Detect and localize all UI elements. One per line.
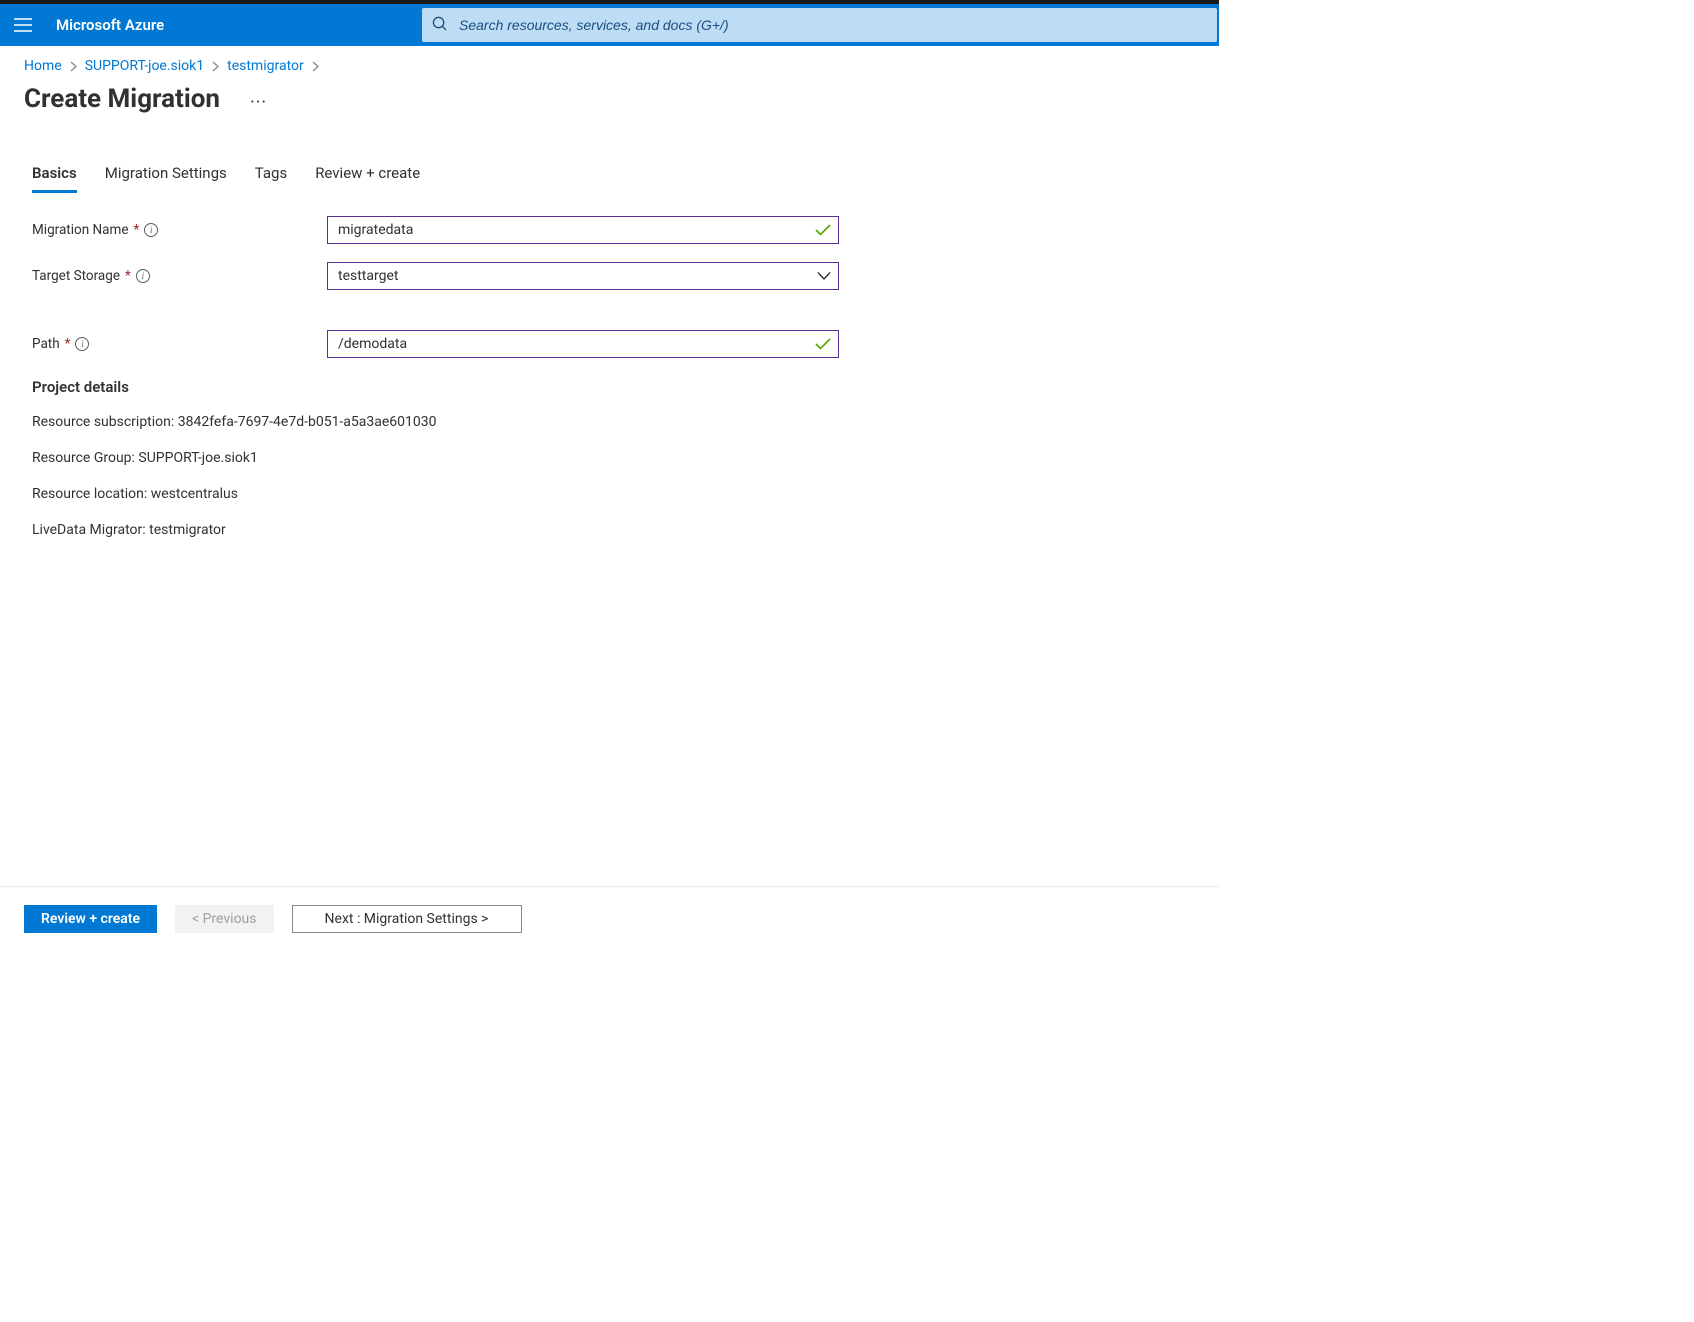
review-create-button[interactable]: Review + create [24, 905, 157, 933]
required-mark: * [65, 336, 71, 352]
migration-name-label: Migration Name * i [32, 222, 327, 238]
project-details-heading: Project details [32, 378, 1195, 396]
migration-name-input[interactable] [327, 216, 839, 244]
info-icon[interactable]: i [75, 337, 89, 351]
chevron-right-icon [312, 61, 319, 72]
tab-tags[interactable]: Tags [255, 164, 287, 193]
more-actions-button[interactable]: ··· [250, 90, 267, 113]
chevron-right-icon [212, 61, 219, 72]
tab-migration-settings[interactable]: Migration Settings [105, 164, 227, 193]
search-icon [432, 16, 447, 35]
path-input[interactable] [327, 330, 839, 358]
tab-basics[interactable]: Basics [32, 164, 77, 193]
tab-review-create[interactable]: Review + create [315, 164, 420, 193]
content-area: Basics Migration Settings Tags Review + … [0, 124, 1219, 886]
top-bar: Microsoft Azure [0, 4, 1219, 46]
global-search[interactable] [422, 8, 1217, 42]
detail-resource-group: Resource Group: SUPPORT-joe.siok1 [32, 450, 1195, 466]
tabs: Basics Migration Settings Tags Review + … [32, 164, 1195, 194]
hamburger-menu-button[interactable] [0, 4, 46, 46]
page-title: Create Migration [24, 84, 220, 114]
previous-button: < Previous [175, 905, 273, 933]
detail-subscription: Resource subscription: 3842fefa-7697-4e7… [32, 414, 1195, 430]
target-storage-select[interactable]: testtarget [327, 262, 839, 290]
valid-check-icon [815, 224, 831, 236]
info-icon[interactable]: i [136, 269, 150, 283]
valid-check-icon [815, 338, 831, 350]
target-storage-label: Target Storage * i [32, 268, 327, 284]
path-label: Path * i [32, 336, 327, 352]
required-mark: * [125, 268, 131, 284]
chevron-right-icon [70, 61, 77, 72]
next-button[interactable]: Next : Migration Settings > [292, 905, 522, 933]
search-input[interactable] [457, 16, 1207, 34]
breadcrumb-link-resource[interactable]: testmigrator [227, 58, 304, 74]
breadcrumb-link-home[interactable]: Home [24, 58, 62, 74]
detail-location: Resource location: westcentralus [32, 486, 1195, 502]
chevron-down-icon [817, 272, 831, 281]
info-icon[interactable]: i [144, 223, 158, 237]
breadcrumb-link-resource-group[interactable]: SUPPORT-joe.siok1 [85, 58, 204, 74]
footer-bar: Review + create < Previous Next : Migrat… [0, 887, 1219, 951]
detail-migrator: LiveData Migrator: testmigrator [32, 522, 1195, 538]
brand-label: Microsoft Azure [46, 16, 164, 34]
required-mark: * [133, 222, 139, 238]
breadcrumb: Home SUPPORT-joe.siok1 testmigrator [0, 46, 1219, 74]
target-storage-value: testtarget [338, 268, 398, 284]
